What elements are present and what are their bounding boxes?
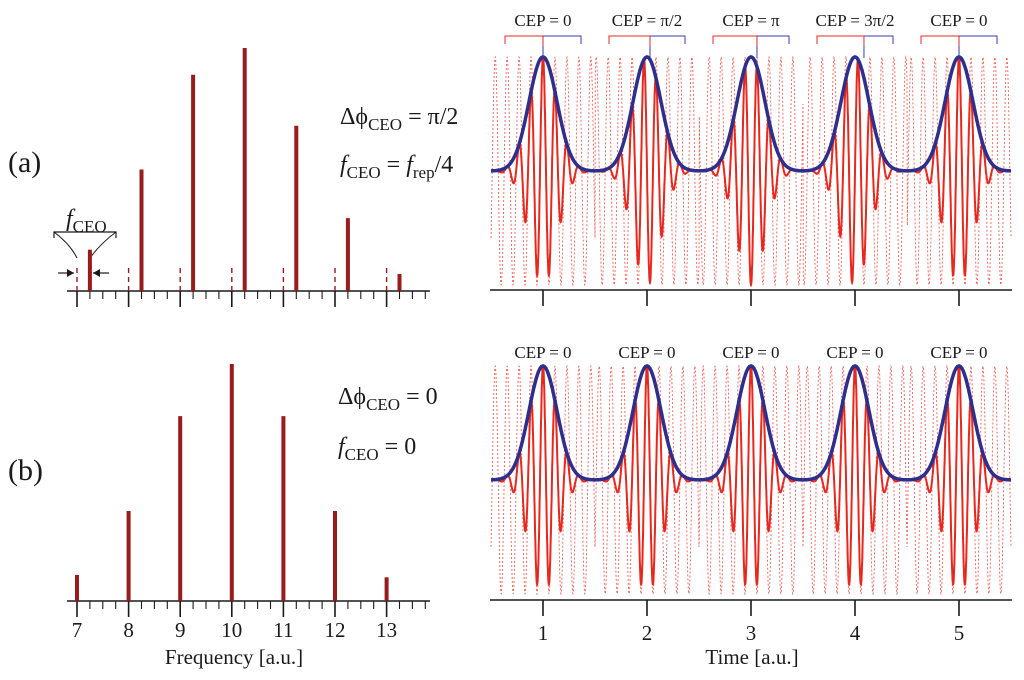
- panel-a-eq-fceo: fCEO = frep/4: [340, 152, 453, 182]
- fceo-bracket-left-lead: [53, 231, 78, 259]
- cep-bracket-red: [920, 35, 960, 46]
- cep-bracket-red: [816, 35, 865, 46]
- carrier-pulse: [698, 64, 804, 288]
- cep-bracket-blue: [959, 35, 998, 44]
- cep-label: CEP = π: [722, 11, 780, 30]
- cep-label: CEP = π/2: [612, 11, 682, 30]
- fceo-bracket: [53, 231, 117, 238]
- cep-label: CEP = 0: [514, 11, 571, 30]
- pulse-train-b: 1 2 3 4 5 CEP = 0 CEP = 0 CEP = 0 CEP = 0 CEP = 0: [490, 343, 1012, 645]
- pulse-train-a: CEP = 0 CEP = π/2 CEP = π CEP = 3π/2 CEP = 0: [490, 11, 1012, 306]
- time-tick-label: 5: [954, 621, 965, 645]
- frequency-axis-label: Frequency [a.u.]: [165, 645, 303, 669]
- panel-b-label: (b): [8, 454, 43, 487]
- panel-a-eq-dphi: ΔϕCEO = π/2: [340, 104, 458, 134]
- envelope-curve: [491, 55, 1011, 173]
- frequency-tick-label: 10: [221, 618, 242, 642]
- fceo-arrowhead-left: [67, 269, 74, 277]
- frequency-tick-label: 12: [325, 618, 346, 642]
- frequency-tick-label: 7: [72, 618, 83, 642]
- frequency-tick-label: 9: [175, 618, 186, 642]
- cep-label: CEP = 0: [514, 343, 571, 362]
- envelope-curve: [491, 364, 1011, 482]
- frequency-tick-label: 11: [273, 618, 293, 642]
- fceo-annotation-label: fCEO: [66, 206, 107, 236]
- cep-label: CEP = 0: [722, 343, 779, 362]
- cep-label: CEP = 3π/2: [816, 11, 895, 30]
- cep-bracket-blue: [649, 35, 686, 44]
- comb-spectrum-a: [67, 48, 430, 307]
- cep-bracket-red: [608, 35, 651, 46]
- cep-bracket-red: [712, 35, 758, 46]
- carrier-pulse: [803, 57, 907, 285]
- time-tick-label: 3: [746, 621, 757, 645]
- panel-b-eq-dphi: ΔϕCEO = 0: [338, 384, 438, 414]
- frequency-tick-label: 8: [123, 618, 134, 642]
- cep-label: CEP = 0: [930, 11, 987, 30]
- time-tick-label: 1: [538, 621, 549, 645]
- fceo-annotation: fCEO: [53, 206, 117, 277]
- panel-b-eq-fceo: fCEO = 0: [338, 434, 416, 464]
- time-tick-label: 2: [642, 621, 653, 645]
- cep-bracket-red: [504, 35, 544, 46]
- cep-label: CEP = 0: [930, 343, 987, 362]
- cep-bracket-blue: [863, 35, 894, 44]
- cep-label: CEP = 0: [618, 343, 675, 362]
- cep-label: CEP = 0: [826, 343, 883, 362]
- cep-bracket-blue: [543, 35, 582, 44]
- frequency-tick-label: 13: [376, 618, 397, 642]
- panel-a-label: (a): [8, 146, 41, 179]
- time-axis-label: Time [a.u.]: [705, 645, 798, 669]
- cep-bracket-blue: [756, 35, 790, 44]
- comb-spectrum-b: 7 8 9 10 11 12 13: [67, 364, 430, 642]
- time-tick-label: 4: [850, 621, 861, 645]
- fceo-arrowhead-right: [93, 269, 100, 277]
- carrier-pulse: [595, 57, 699, 285]
